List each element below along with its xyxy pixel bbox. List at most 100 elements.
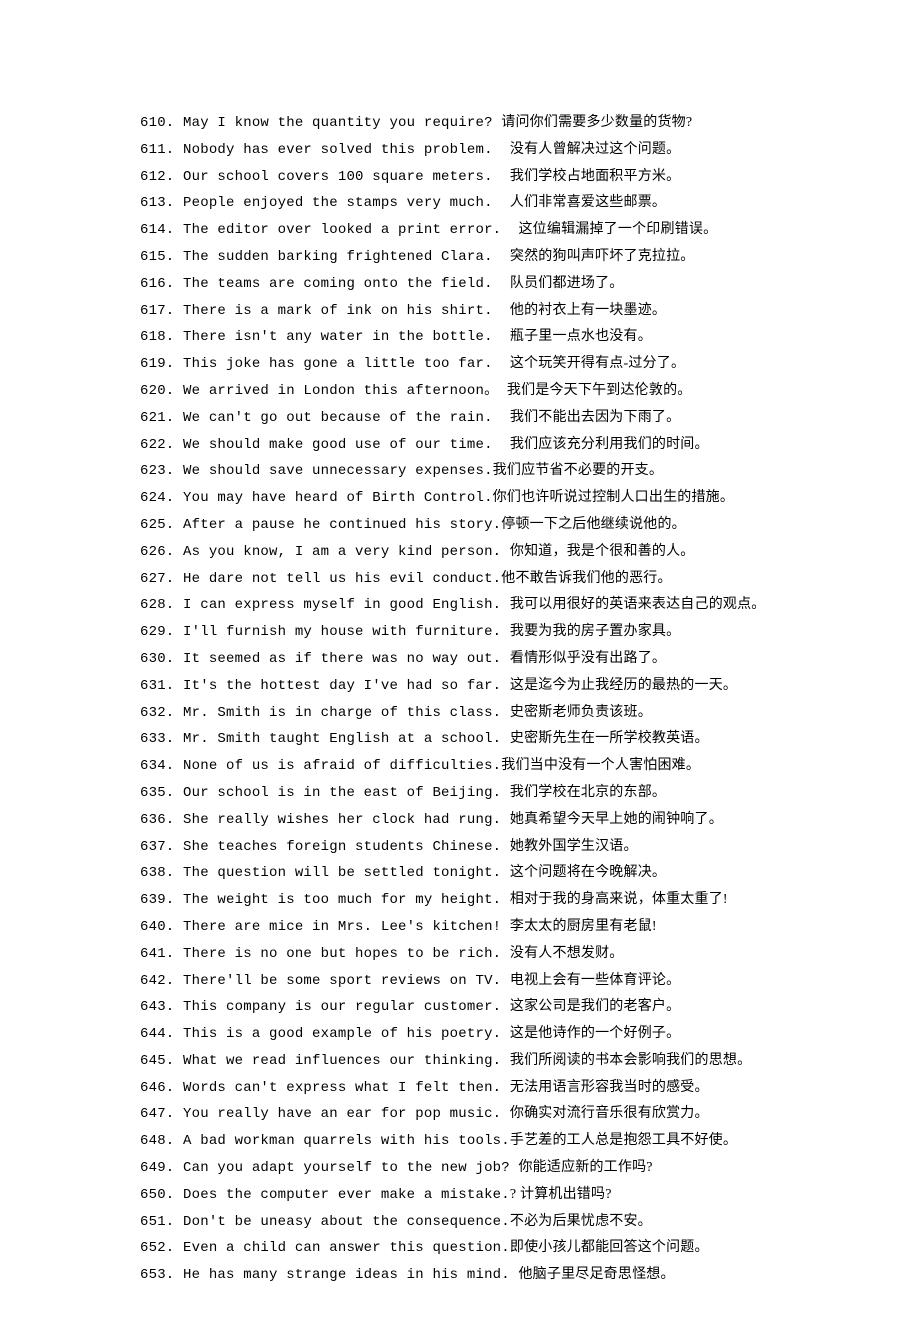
sentence-number: 635.	[140, 785, 183, 801]
chinese-text: 我们所阅读的书本会影响我们的思想。	[510, 1053, 751, 1068]
separator	[501, 999, 510, 1015]
sentence-number: 621.	[140, 410, 183, 426]
chinese-text: 他不敢告诉我们他的恶行。	[501, 571, 671, 586]
sentence-number: 611.	[140, 142, 183, 158]
sentence-number: 625.	[140, 517, 183, 533]
chinese-text: 我们当中没有一个人害怕困难。	[501, 758, 700, 773]
english-text: This company is our regular customer.	[183, 999, 501, 1015]
document-page: 610. May I know the quantity you require…	[0, 0, 920, 1329]
chinese-text: 我们学校在北京的东部。	[510, 785, 666, 800]
chinese-text: 突然的狗叫声吓坏了克拉拉。	[510, 249, 695, 264]
english-text: Words can't express what I felt then.	[183, 1080, 501, 1096]
sentence-line: 639. The weight is too much for my heigh…	[140, 887, 780, 914]
sentence-line: 612. Our school covers 100 square meters…	[140, 164, 780, 191]
english-text: We should save unnecessary expenses.	[183, 463, 493, 479]
chinese-text: 史密斯老师负责该班。	[510, 705, 652, 720]
english-text: A bad workman quarrels with his tools.	[183, 1133, 510, 1149]
english-text: It seemed as if there was no way out.	[183, 651, 501, 667]
english-text: May I know the quantity you require?	[183, 115, 493, 131]
sentence-number: 636.	[140, 812, 183, 828]
english-text: He has many strange ideas in his mind.	[183, 1267, 510, 1283]
sentence-number: 650.	[140, 1187, 183, 1203]
english-text: The question will be settled tonight.	[183, 865, 501, 881]
sentence-line: 651. Don't be uneasy about the consequen…	[140, 1209, 780, 1236]
separator	[501, 731, 510, 747]
chinese-text: 李太太的厨房里有老鼠!	[510, 919, 657, 934]
sentence-line: 647. You really have an ear for pop musi…	[140, 1101, 780, 1128]
chinese-text: 瓶子里一点水也没有。	[510, 329, 652, 344]
separator	[501, 705, 510, 721]
english-text: There is no one but hopes to be rich.	[183, 946, 501, 962]
sentence-line: 640. There are mice in Mrs. Lee's kitche…	[140, 914, 780, 941]
sentence-line: 630. It seemed as if there was no way ou…	[140, 646, 780, 673]
sentence-line: 628. I can express myself in good Englis…	[140, 592, 780, 619]
chinese-text: 这是迄今为止我经历的最热的一天。	[510, 678, 737, 693]
sentence-line: 629. I'll furnish my house with furnitur…	[140, 619, 780, 646]
english-text: The teams are coming onto the field.	[183, 276, 501, 292]
sentence-number: 614.	[140, 222, 183, 238]
sentence-number: 642.	[140, 973, 183, 989]
english-text: There'll be some sport reviews on TV.	[183, 973, 501, 989]
sentence-number: 649.	[140, 1160, 183, 1176]
sentence-line: 636. She really wishes her clock had run…	[140, 807, 780, 834]
sentence-number: 646.	[140, 1080, 183, 1096]
separator	[501, 892, 510, 908]
chinese-text: 你们也许听说过控制人口出生的措施。	[493, 490, 734, 505]
chinese-text: 你能适应新的工作吗?	[518, 1160, 652, 1175]
sentence-number: 639.	[140, 892, 183, 908]
english-text: There are mice in Mrs. Lee's kitchen!	[183, 919, 501, 935]
english-text: What we read influences our thinking.	[183, 1053, 501, 1069]
sentence-number: 615.	[140, 249, 183, 265]
sentence-number: 637.	[140, 839, 183, 855]
english-text: Our school covers 100 square meters.	[183, 169, 501, 185]
sentence-line: 619. This joke has gone a little too far…	[140, 351, 780, 378]
chinese-text: 停顿一下之后他继续说他的。	[501, 517, 686, 532]
separator	[501, 544, 510, 560]
chinese-text: 这位编辑漏掉了一个印刷错误。	[518, 222, 717, 237]
separator	[501, 195, 510, 211]
sentence-number: 620.	[140, 383, 183, 399]
sentence-line: 648. A bad workman quarrels with his too…	[140, 1128, 780, 1155]
sentence-number: 643.	[140, 999, 183, 1015]
chinese-text: 手艺差的工人总是抱怨工具不好使。	[510, 1133, 737, 1148]
english-text: You really have an ear for pop music.	[183, 1106, 501, 1122]
sentence-line: 610. May I know the quantity you require…	[140, 110, 780, 137]
english-text: Our school is in the east of Beijing.	[183, 785, 501, 801]
sentence-number: 617.	[140, 303, 183, 319]
chinese-text: 我们是今天下午到达伦敦的。	[507, 383, 692, 398]
chinese-text: 这个问题将在今晚解决。	[510, 865, 666, 880]
sentence-line: 620. We arrived in London this afternoon…	[140, 378, 780, 405]
chinese-text: 她教外国学生汉语。	[510, 839, 638, 854]
sentence-line: 625. After a pause he continued his stor…	[140, 512, 780, 539]
chinese-text: 我们应该充分利用我们的时间。	[510, 437, 709, 452]
english-text: It's the hottest day I've had so far.	[183, 678, 501, 694]
english-text: He dare not tell us his evil conduct.	[183, 571, 501, 587]
separator	[501, 785, 510, 801]
chinese-text: 我们学校占地面积平方米。	[510, 169, 680, 184]
sentence-line: 642. There'll be some sport reviews on T…	[140, 968, 780, 995]
chinese-text: 队员们都进场了。	[510, 276, 624, 291]
sentence-number: 622.	[140, 437, 183, 453]
english-text: Mr. Smith is in charge of this class.	[183, 705, 501, 721]
separator	[501, 597, 510, 613]
separator	[501, 1106, 510, 1122]
separator	[501, 919, 510, 935]
sentence-line: 622. We should make good use of our time…	[140, 432, 780, 459]
sentence-number: 651.	[140, 1214, 183, 1230]
sentence-number: 645.	[140, 1053, 183, 1069]
separator	[501, 973, 510, 989]
separator	[501, 142, 510, 158]
chinese-text: 没有人曾解决过这个问题。	[510, 142, 680, 157]
chinese-text: 不必为后果忧虑不安。	[510, 1214, 652, 1229]
separator	[501, 1080, 510, 1096]
sentence-number: 631.	[140, 678, 183, 694]
english-text: I'll furnish my house with furniture.	[183, 624, 501, 640]
english-text: There isn't any water in the bottle.	[183, 329, 501, 345]
chinese-text: 没有人不想发财。	[510, 946, 624, 961]
chinese-text: 我们不能出去因为下雨了。	[510, 410, 680, 425]
chinese-text: 即使小孩儿都能回答这个问题。	[510, 1240, 709, 1255]
sentence-number: 638.	[140, 865, 183, 881]
sentence-line: 643. This company is our regular custome…	[140, 994, 780, 1021]
sentence-line: 631. It's the hottest day I've had so fa…	[140, 673, 780, 700]
chinese-text: 我可以用很好的英语来表达自己的观点。	[510, 597, 766, 612]
